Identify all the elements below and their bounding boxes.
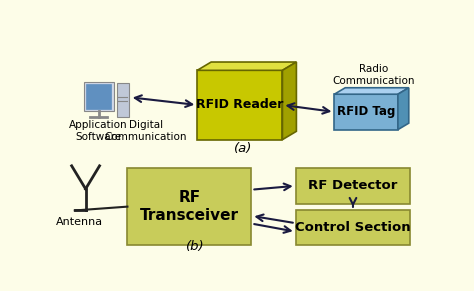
Text: Application
Software: Application Software: [69, 120, 128, 142]
FancyBboxPatch shape: [128, 168, 251, 245]
Polygon shape: [197, 70, 283, 140]
Text: Radio
Communication: Radio Communication: [333, 64, 415, 86]
Polygon shape: [334, 88, 409, 94]
Text: RF
Transceiver: RF Transceiver: [140, 190, 239, 223]
Text: (a): (a): [234, 142, 252, 155]
Text: Control Section: Control Section: [295, 221, 411, 234]
Polygon shape: [86, 84, 111, 109]
Text: Antenna: Antenna: [56, 217, 103, 227]
Polygon shape: [197, 62, 296, 70]
Polygon shape: [398, 88, 409, 129]
Text: (b): (b): [185, 240, 204, 253]
Polygon shape: [84, 82, 113, 111]
Text: Digital
Communication: Digital Communication: [105, 120, 187, 142]
FancyBboxPatch shape: [296, 210, 410, 245]
Text: RF Detector: RF Detector: [308, 179, 398, 192]
Polygon shape: [283, 62, 296, 140]
Text: RFID Reader: RFID Reader: [196, 98, 283, 111]
Polygon shape: [334, 94, 398, 129]
Text: RFID Tag: RFID Tag: [337, 105, 395, 118]
Polygon shape: [117, 84, 129, 117]
FancyBboxPatch shape: [296, 168, 410, 203]
